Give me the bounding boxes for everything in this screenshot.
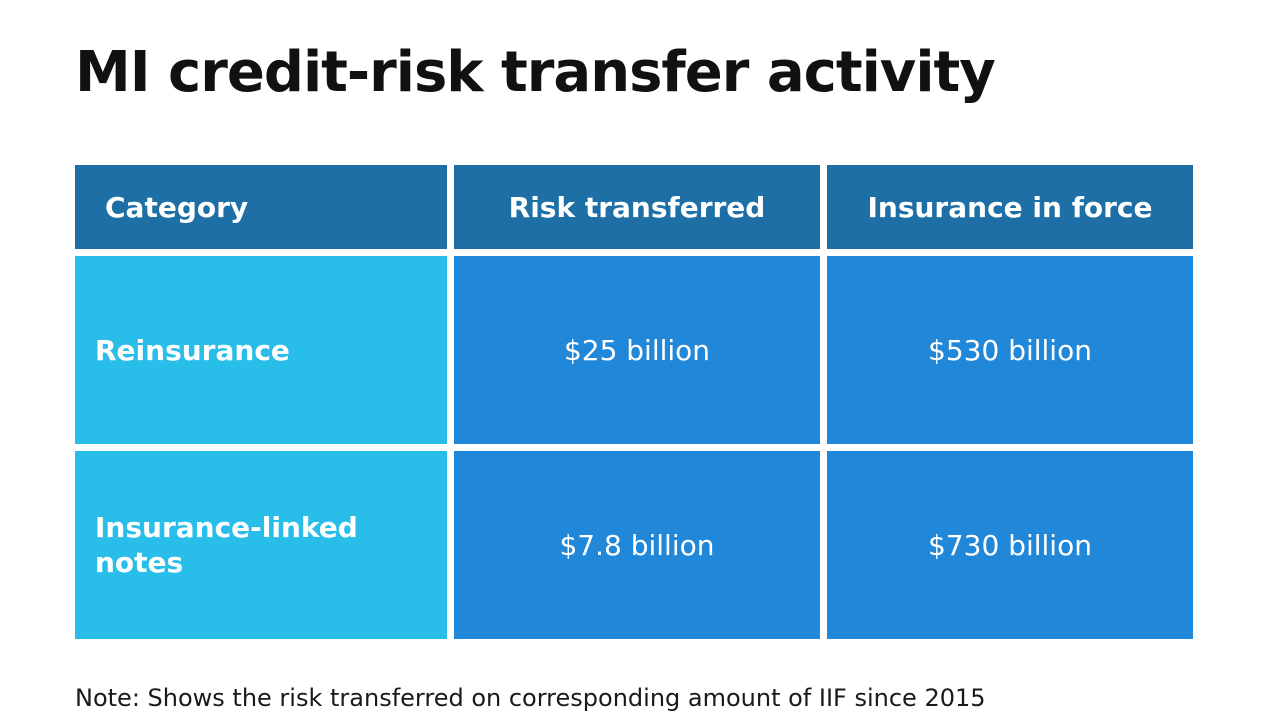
table-header-risk-transferred: Risk transferred — [454, 165, 820, 249]
value-cell-reinsurance-iif: $530 billion — [827, 256, 1193, 444]
table-header-category: Category — [75, 165, 447, 249]
crt-activity-table: Category Risk transferred Insurance in f… — [75, 165, 1197, 639]
value-label: $730 billion — [928, 528, 1092, 562]
value-cell-iln-iif: $730 billion — [827, 451, 1193, 639]
category-label: Reinsurance — [95, 333, 290, 367]
category-label: Insurance-linked notes — [95, 511, 358, 579]
page-title: MI credit-risk transfer activity — [75, 40, 996, 105]
value-label: $25 billion — [563, 333, 711, 367]
value-cell-reinsurance-risk: $25 billion — [454, 256, 820, 444]
value-label: $7.8 billion — [559, 528, 715, 562]
header-label: Category — [105, 190, 249, 224]
table-header-insurance-in-force: Insurance in force — [827, 165, 1193, 249]
category-cell-insurance-linked-notes: Insurance-linked notes — [75, 451, 447, 639]
header-label: Insurance in force — [867, 190, 1153, 224]
footnote: Note: Shows the risk transferred on corr… — [75, 684, 986, 712]
value-label: $530 billion — [928, 333, 1092, 367]
value-cell-iln-risk: $7.8 billion — [454, 451, 820, 639]
category-cell-reinsurance: Reinsurance — [75, 256, 447, 444]
header-label: Risk transferred — [508, 190, 766, 224]
